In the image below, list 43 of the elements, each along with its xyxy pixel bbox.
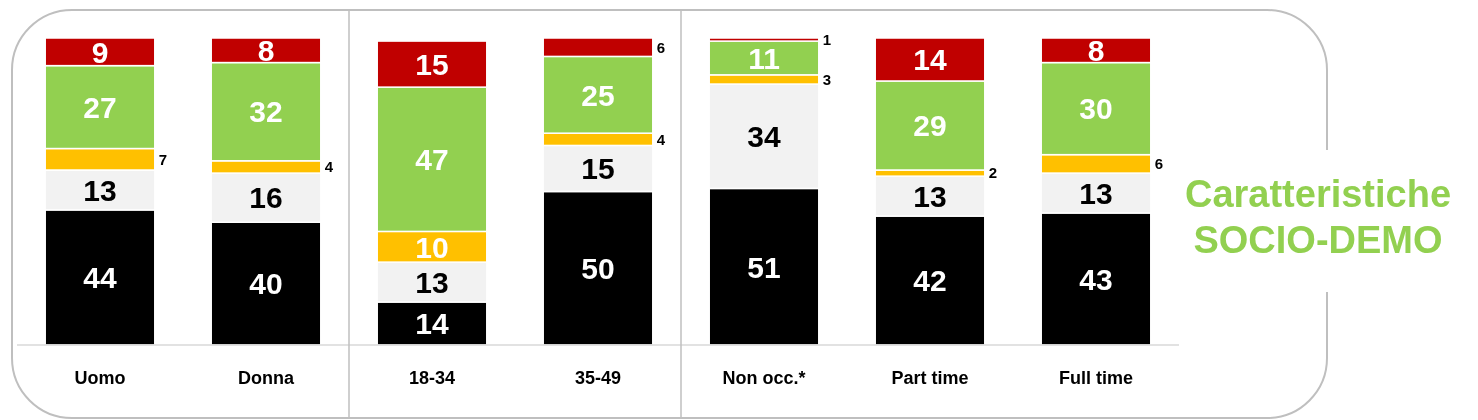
- data-label: 14: [415, 307, 449, 341]
- data-label: 13: [83, 173, 117, 207]
- data-label: 13: [415, 265, 449, 299]
- x-tick-label: Non occ.*: [722, 368, 806, 388]
- data-label: 7: [158, 150, 168, 168]
- data-label: 15: [581, 152, 615, 186]
- x-tick-label: Part time: [891, 368, 969, 388]
- text: Caratteristiche SOCIO-DEMO: [1184, 173, 1452, 261]
- data-label: 44: [83, 261, 117, 295]
- x-tick-label: Uomo: [74, 368, 126, 388]
- data-label: 13: [913, 179, 947, 213]
- x-tick-label: Donna: [238, 368, 295, 388]
- data-label: 34: [747, 120, 781, 154]
- x-tick-label: Full time: [1058, 368, 1134, 388]
- data-label: 50: [581, 252, 615, 286]
- data-label: 4: [324, 158, 334, 176]
- data-label: 13: [1079, 176, 1113, 210]
- data-label: 6: [656, 38, 666, 56]
- data-label: 10: [415, 230, 449, 264]
- data-label: 3: [822, 70, 832, 88]
- data-label: 6: [1154, 155, 1164, 173]
- data-label: 32: [249, 95, 283, 129]
- data-label: 9: [91, 35, 109, 69]
- data-label: 4: [656, 130, 666, 148]
- data-label: 42: [913, 264, 947, 298]
- data-label: 30: [1079, 92, 1113, 126]
- data-label: 51: [747, 250, 781, 284]
- data-label: 8: [1087, 34, 1105, 68]
- data-label: 8: [257, 34, 275, 68]
- data-label: 47: [415, 143, 449, 177]
- data-label: 14: [913, 43, 947, 77]
- data-label: 27: [83, 90, 117, 124]
- data-label: 15: [415, 47, 449, 81]
- data-label: 40: [249, 267, 283, 301]
- x-tick-label: 35-49: [574, 368, 622, 388]
- data-label: 11: [748, 41, 780, 75]
- x-tick-label: 18-34: [408, 368, 456, 388]
- data-label: 29: [913, 109, 947, 143]
- data-label: 2: [988, 164, 998, 182]
- data-label: 25: [581, 78, 615, 112]
- data-label: 43: [1079, 262, 1113, 296]
- data-label: 1: [822, 30, 832, 48]
- data-label: 16: [249, 181, 283, 215]
